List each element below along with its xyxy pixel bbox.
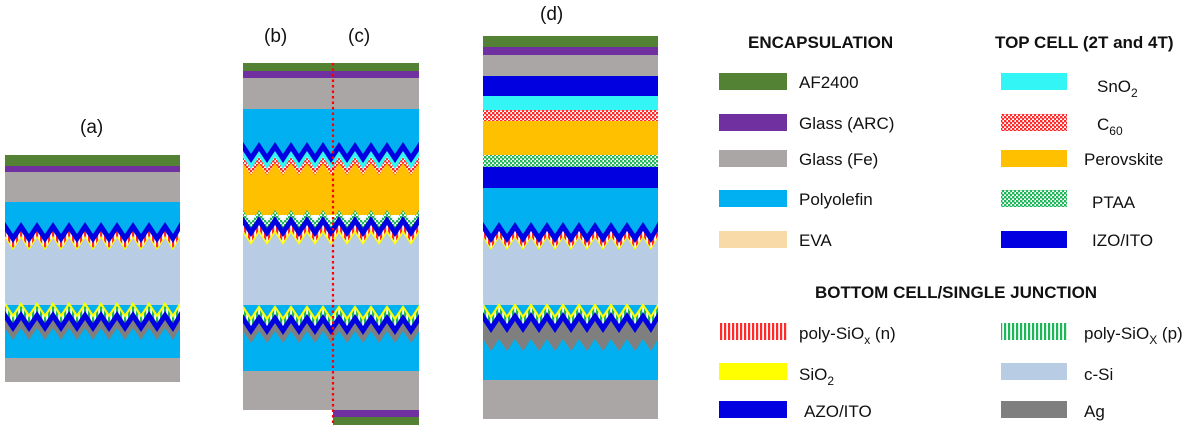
layer-poly-sio-n	[483, 231, 658, 249]
layer-glass-back	[5, 358, 180, 382]
legend-swatch-azo-ito	[719, 401, 787, 418]
layer-izo-ito-mid	[243, 216, 419, 238]
legend-swatch-izo-ito	[1001, 231, 1067, 248]
legend-label-ag: Ag	[1084, 402, 1105, 421]
layer-glass-arc	[483, 47, 658, 55]
legend-encapsulation: ENCAPSULATION AF2400 Glass (ARC) Glass (…	[719, 33, 894, 250]
layer-af2400	[483, 36, 658, 47]
legend-label-poly-p: poly-SiOX (p)	[1084, 324, 1183, 347]
layer-glass-arc-back	[333, 410, 419, 417]
layer-azo-ito-bottom	[5, 311, 180, 333]
panel-label-a: (a)	[80, 117, 103, 138]
layer-ptaa	[243, 210, 419, 229]
legend-swatch-poly-p	[1001, 323, 1067, 340]
legend-top-cell-title: TOP CELL (2T and 4T)	[995, 33, 1174, 52]
layer-glass-back	[483, 380, 658, 419]
legend-swatch-sio2	[719, 363, 787, 380]
legend-swatch-poly-n	[719, 323, 787, 340]
layer-sno2	[483, 96, 658, 110]
layer-ag-left	[243, 323, 419, 343]
legend-bottom-cell: BOTTOM CELL/SINGLE JUNCTION poly-SiOx (n…	[719, 283, 1183, 421]
legend-label-perovskite: Perovskite	[1084, 150, 1163, 169]
layer-glass-back-right	[333, 371, 419, 410]
layer-glass-fe	[243, 78, 419, 109]
layer-poly-sio-p	[5, 306, 180, 324]
stack-a	[5, 155, 180, 382]
layer-c60	[243, 157, 419, 177]
layer-glass-fe	[483, 55, 658, 76]
legend-label-poly-n: poly-SiOx (n)	[799, 324, 896, 347]
layer-af2400	[243, 63, 419, 71]
layer-izo-ito-top	[243, 142, 419, 164]
layer-glass-back-left	[243, 371, 333, 410]
layer-sio2-bottom	[483, 303, 658, 319]
legend-label-sio2: SiO2	[799, 365, 834, 388]
stack-b-c	[243, 63, 419, 425]
legend-swatch-glass-arc	[719, 114, 787, 131]
legend-swatch-sno2	[1001, 73, 1067, 90]
layer-polyolefin-top	[243, 109, 419, 154]
layer-glass-arc	[243, 71, 419, 78]
layer-sno2	[243, 151, 419, 169]
legend-swatch-csi	[1001, 363, 1067, 380]
legend-label-eva: EVA	[799, 231, 832, 250]
layer-azo-ito-top	[5, 222, 180, 244]
legend-swatch-ptaa	[1001, 190, 1067, 207]
legend-label-csi: c-Si	[1084, 365, 1113, 384]
layer-azo-ito-bottom	[243, 314, 419, 336]
panel-label-b: (b)	[264, 26, 287, 47]
layer-azo-ito-top	[483, 222, 658, 244]
legend-label-izo-ito: IZO/ITO	[1092, 231, 1153, 250]
layer-ag	[5, 320, 180, 340]
legend-label-af2400: AF2400	[799, 73, 859, 92]
layer-ag	[483, 321, 658, 351]
layer-poly-sio-n	[243, 225, 419, 243]
layer-ptaa	[483, 155, 658, 167]
layer-glass-fe	[5, 172, 180, 202]
stack-d	[483, 36, 658, 419]
layer-sio2-bottom	[243, 305, 419, 321]
legend-label-glass-fe: Glass (Fe)	[799, 150, 878, 169]
legend-label-sno2: SnO2	[1097, 77, 1138, 100]
layer-poly-sio-p	[243, 309, 419, 327]
layer-c60	[483, 110, 658, 121]
layer-poly-sio-p	[483, 307, 658, 325]
layer-c-si-texture	[5, 238, 180, 262]
legend-swatch-eva	[719, 231, 787, 248]
layer-perovskite-texture	[243, 163, 419, 189]
legend-swatch-perovskite	[1001, 150, 1067, 167]
legend-swatch-polyolefin	[719, 190, 787, 207]
layer-perovskite	[483, 121, 658, 155]
legend-label-azo-ito: AZO/ITO	[804, 402, 872, 421]
layer-af2400	[5, 155, 180, 166]
legend-label-ptaa: PTAA	[1092, 193, 1136, 212]
legend-top-cell: TOP CELL (2T and 4T) SnO2 C60 Perovskite…	[995, 33, 1174, 250]
layer-poly-sio-n	[5, 231, 180, 249]
layer-sio2-bottom	[5, 302, 180, 318]
layer-izo-ito-rear	[483, 167, 658, 188]
layer-c-si-texture	[483, 238, 658, 262]
layer-glass-arc	[5, 166, 180, 172]
layer-af2400-back	[333, 417, 419, 425]
layer-c-si-texture	[243, 233, 419, 259]
panel-label-c: (c)	[348, 26, 370, 47]
legend-swatch-af2400	[719, 73, 787, 90]
legend-bottom-cell-title: BOTTOM CELL/SINGLE JUNCTION	[815, 283, 1097, 302]
legend-swatch-glass-fe	[719, 150, 787, 167]
legend-encapsulation-title: ENCAPSULATION	[748, 33, 893, 52]
legend-label-c60: C60	[1097, 115, 1123, 138]
panel-label-d: (d)	[540, 4, 563, 25]
legend-label-glass-arc: Glass (ARC)	[799, 114, 894, 133]
legend-swatch-ag	[1001, 401, 1067, 418]
layer-izo-ito-front	[483, 76, 658, 96]
legend-label-polyolefin: Polyolefin	[799, 190, 873, 209]
legend-swatch-c60	[1001, 114, 1067, 131]
layer-azo-ito-bottom	[483, 312, 658, 334]
